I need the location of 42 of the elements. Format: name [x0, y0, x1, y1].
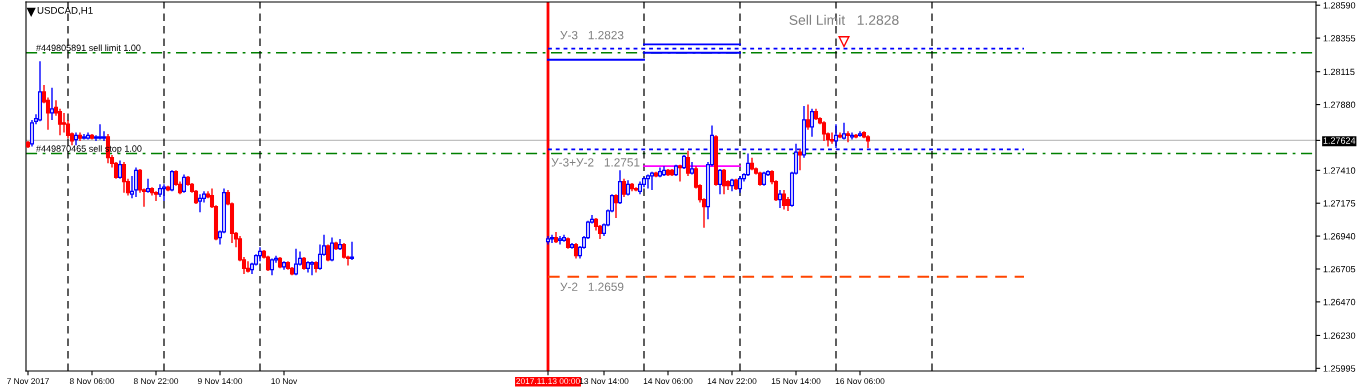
y-tick-label: 1.27624	[1323, 137, 1356, 144]
x-tick-label: 2017.11.13 00:00	[516, 378, 580, 385]
candlestick	[805, 103, 811, 131]
y-tick-label: 1.27880	[1323, 101, 1356, 108]
candlestick	[349, 241, 355, 261]
candlestick	[153, 190, 159, 202]
y-tick-label: 1.28355	[1323, 35, 1356, 42]
y-tick-label: 1.26230	[1323, 332, 1356, 339]
x-tick-label: 9 Nov 14:00	[197, 378, 243, 385]
series-label: У-2 1.2659	[560, 282, 624, 291]
y-tick-label: 1.27410	[1323, 167, 1356, 174]
x-tick-label: 14 Nov 22:00	[707, 378, 757, 385]
y-tick-label: 1.25995	[1323, 365, 1356, 372]
x-tick-label: 8 Nov 22:00	[133, 378, 179, 385]
candlestick	[121, 161, 127, 194]
candlestick	[197, 193, 203, 214]
x-tick-label: 15 Nov 14:00	[771, 378, 821, 385]
x-tick-label: 10 Nov	[271, 378, 298, 385]
x-tick-label: 7 Nov 2017	[7, 378, 49, 385]
x-tick-label: 16 Nov 06:00	[835, 378, 885, 385]
series-label: У-3+У-2 1.2751	[551, 158, 640, 167]
chart-title: USDCAD,H1	[37, 6, 93, 15]
candlestick	[61, 112, 67, 134]
candlestick	[101, 130, 107, 142]
candlestick	[829, 131, 835, 145]
candlestick	[821, 120, 827, 142]
y-tick-label: 1.26940	[1323, 233, 1356, 240]
y-tick-label: 1.26470	[1323, 298, 1356, 306]
x-tick-label: 8 Nov 06:00	[69, 378, 115, 385]
candlestick	[845, 130, 851, 144]
y-tick-label: 1.26705	[1323, 265, 1356, 273]
ref-line-label: #449805891 sell limit 1.00	[36, 44, 141, 52]
candlestick	[797, 148, 803, 172]
y-tick-label: 1.27175	[1323, 200, 1356, 207]
y-tick-label: 1.28590	[1323, 2, 1356, 9]
x-tick-label: 14 Nov 06:00	[643, 378, 693, 385]
candlestick	[145, 178, 151, 194]
candlestick	[137, 168, 143, 194]
candlestick	[133, 166, 139, 198]
y-tick-label: 1.28115	[1323, 68, 1355, 76]
series-label: Sell Limit 1.2828	[789, 14, 899, 25]
series-label: У-3 1.2823	[560, 30, 624, 40]
